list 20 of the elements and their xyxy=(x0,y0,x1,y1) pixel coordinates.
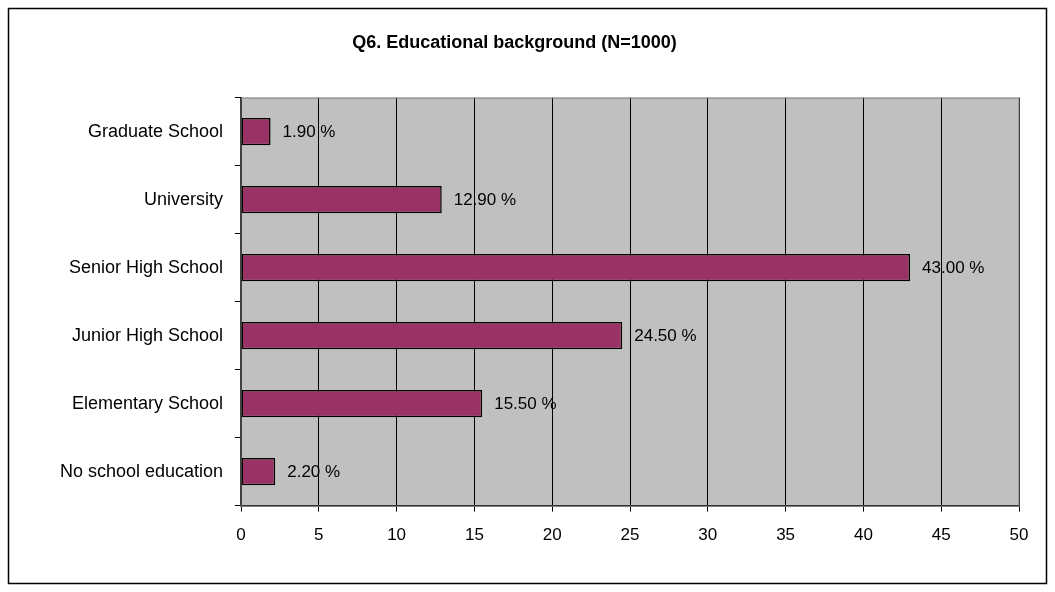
x-tick-label: 40 xyxy=(853,525,873,545)
x-tick-label: 20 xyxy=(542,525,562,545)
x-tick-label: 0 xyxy=(236,525,246,545)
x-tick-label: 50 xyxy=(1009,525,1029,545)
chart-title: Q6. Educational background (N=1000) xyxy=(352,31,677,52)
data-label: 24.50 % xyxy=(634,326,697,346)
x-tick-label: 35 xyxy=(776,525,796,545)
x-tick-label: 10 xyxy=(387,525,407,545)
x-tick-label: 30 xyxy=(698,525,718,545)
y-tick-label: Graduate School xyxy=(87,120,223,141)
x-tick-label: 45 xyxy=(931,525,951,545)
y-tick-label: Junior High School xyxy=(71,324,223,345)
data-label: 1.90 % xyxy=(282,122,336,142)
x-tick-label: 25 xyxy=(620,525,640,545)
x-tick-label: 15 xyxy=(464,525,484,545)
y-tick-label: Elementary School xyxy=(71,392,223,413)
y-tick-label: Senior High School xyxy=(68,256,223,277)
y-tick-label: No school education xyxy=(59,460,223,481)
x-tick-label: 5 xyxy=(314,525,324,545)
y-tick-label: University xyxy=(143,188,223,209)
